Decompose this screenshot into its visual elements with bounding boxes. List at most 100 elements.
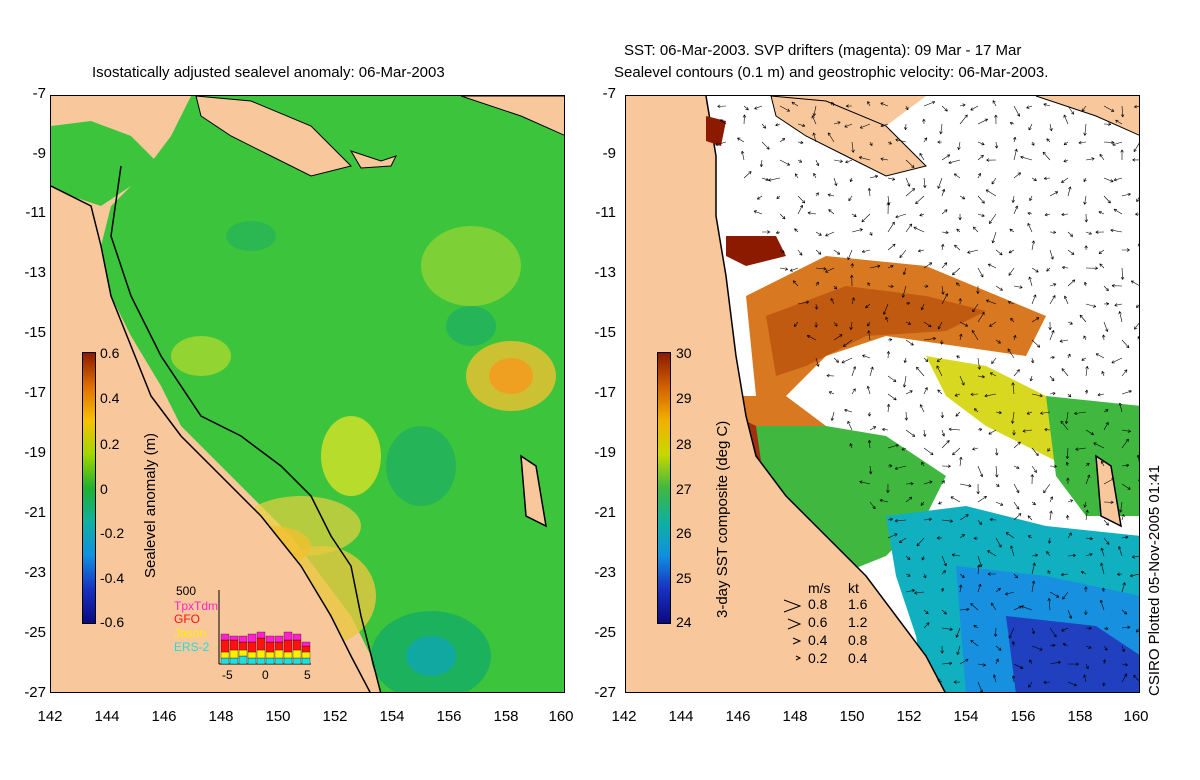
velocity-arrow bbox=[831, 101, 835, 107]
velocity-arrow bbox=[1103, 537, 1110, 545]
velocity-arrow bbox=[1084, 245, 1088, 251]
left-x-tick: 160 bbox=[548, 708, 574, 725]
velocity-arrow bbox=[887, 464, 893, 468]
velocity-arrow bbox=[867, 187, 872, 197]
velocity-arrow bbox=[1061, 265, 1069, 270]
velocity-arrow bbox=[916, 537, 925, 547]
legend-header-ms: m/s bbox=[808, 580, 831, 596]
velocity-arrow bbox=[761, 123, 767, 129]
velocity-arrow bbox=[953, 173, 961, 179]
velocity-arrow bbox=[850, 263, 854, 269]
velocity-arrow bbox=[779, 137, 786, 143]
inset-bar-segment bbox=[238, 649, 248, 657]
velocity-arrow bbox=[858, 156, 871, 161]
left-x-tick: 156 bbox=[436, 708, 462, 725]
velocity-arrow bbox=[970, 639, 979, 647]
inset-bar-segment bbox=[247, 651, 257, 659]
sla-cb-tick: -0.2 bbox=[100, 525, 125, 541]
velocity-arrow bbox=[921, 461, 925, 467]
velocity-arrow bbox=[987, 550, 997, 557]
velocity-arrow bbox=[1049, 123, 1053, 132]
velocity-arrow bbox=[1121, 673, 1128, 683]
velocity-arrow bbox=[1047, 537, 1052, 544]
velocity-arrow bbox=[715, 141, 727, 146]
velocity-arrow bbox=[977, 495, 987, 503]
left-x-tick: 150 bbox=[265, 708, 291, 725]
velocity-arrow bbox=[1060, 572, 1069, 577]
velocity-arrow bbox=[849, 177, 853, 183]
velocity-arrow bbox=[815, 357, 820, 367]
velocity-arrow bbox=[941, 105, 948, 112]
velocity-arrow bbox=[941, 243, 945, 251]
velocity-arrow bbox=[1043, 103, 1051, 107]
velocity-arrow bbox=[887, 284, 894, 289]
sla-cb-tick: 0 bbox=[100, 481, 108, 497]
sst-cb-tick: 24 bbox=[676, 614, 692, 630]
velocity-arrow bbox=[779, 249, 785, 253]
velocity-arrow bbox=[995, 537, 1002, 548]
velocity-arrow bbox=[779, 267, 789, 271]
velocity-arrow bbox=[1103, 519, 1109, 526]
velocity-arrow bbox=[768, 177, 781, 182]
velocity-arrow bbox=[923, 447, 934, 456]
velocity-arrow bbox=[995, 501, 1004, 506]
velocity-arrow bbox=[899, 249, 907, 259]
velocity-arrow bbox=[905, 159, 915, 168]
velocity-arrow bbox=[797, 249, 803, 256]
velocity-arrow bbox=[972, 447, 979, 451]
velocity-arrow bbox=[806, 335, 817, 341]
velocity-arrow bbox=[1046, 267, 1051, 272]
inset-bar-segment bbox=[274, 657, 284, 665]
inset-bar-segment bbox=[247, 657, 257, 665]
velocity-arrow bbox=[905, 223, 913, 233]
velocity-arrow bbox=[1120, 267, 1125, 280]
velocity-arrow bbox=[937, 679, 943, 683]
velocity-arrow bbox=[973, 536, 979, 540]
velocity-arrow bbox=[955, 627, 961, 638]
inset-bar-segment bbox=[256, 631, 266, 639]
velocity-arrow bbox=[1005, 532, 1015, 539]
velocity-arrow bbox=[1046, 551, 1051, 557]
velocity-arrow bbox=[828, 391, 835, 395]
velocity-arrow bbox=[775, 123, 781, 127]
velocity-arrow bbox=[1078, 140, 1087, 145]
velocity-arrow bbox=[941, 627, 953, 631]
left-y-tick: -9 bbox=[32, 145, 46, 162]
right-y-tick: -23 bbox=[594, 564, 616, 581]
velocity-arrow bbox=[1011, 382, 1015, 395]
velocity-arrow bbox=[1013, 334, 1017, 341]
velocity-arrow bbox=[859, 480, 871, 485]
velocity-arrow bbox=[950, 496, 961, 503]
velocity-arrow bbox=[986, 158, 997, 162]
velocity-arrow bbox=[1085, 429, 1094, 436]
sla-cb-tick: -0.6 bbox=[100, 614, 125, 630]
left-x-tick: 144 bbox=[94, 708, 120, 725]
velocity-arrow bbox=[985, 299, 997, 305]
velocity-arrow bbox=[977, 583, 982, 593]
legend-arrows bbox=[783, 599, 802, 661]
velocity-arrow bbox=[898, 537, 907, 544]
velocity-arrow bbox=[1099, 153, 1105, 161]
velocity-arrow bbox=[1013, 483, 1020, 494]
legend-ms: 0.8 bbox=[808, 596, 828, 612]
velocity-arrow bbox=[812, 132, 817, 143]
velocity-arrow bbox=[1062, 643, 1069, 647]
velocity-arrow bbox=[1011, 675, 1016, 683]
velocity-arrow bbox=[1063, 159, 1069, 163]
velocity-arrow bbox=[1010, 317, 1015, 323]
velocity-arrow bbox=[1043, 483, 1051, 494]
velocity-arrow bbox=[1097, 393, 1105, 397]
velocity-arrow bbox=[1013, 148, 1018, 161]
velocity-arrow bbox=[815, 231, 822, 236]
velocity-arrow bbox=[976, 285, 980, 294]
right-y-tick: -9 bbox=[602, 145, 616, 162]
velocity-arrow bbox=[959, 456, 963, 467]
velocity-arrow bbox=[1046, 138, 1051, 143]
inset-bar-segment bbox=[265, 641, 275, 653]
velocity-arrow bbox=[833, 334, 843, 341]
velocity-arrow bbox=[1031, 553, 1039, 557]
velocity-arrow bbox=[1083, 195, 1087, 205]
right-x-tick: 148 bbox=[782, 708, 808, 725]
velocity-arrow bbox=[1121, 369, 1128, 377]
velocity-arrow bbox=[885, 316, 889, 323]
